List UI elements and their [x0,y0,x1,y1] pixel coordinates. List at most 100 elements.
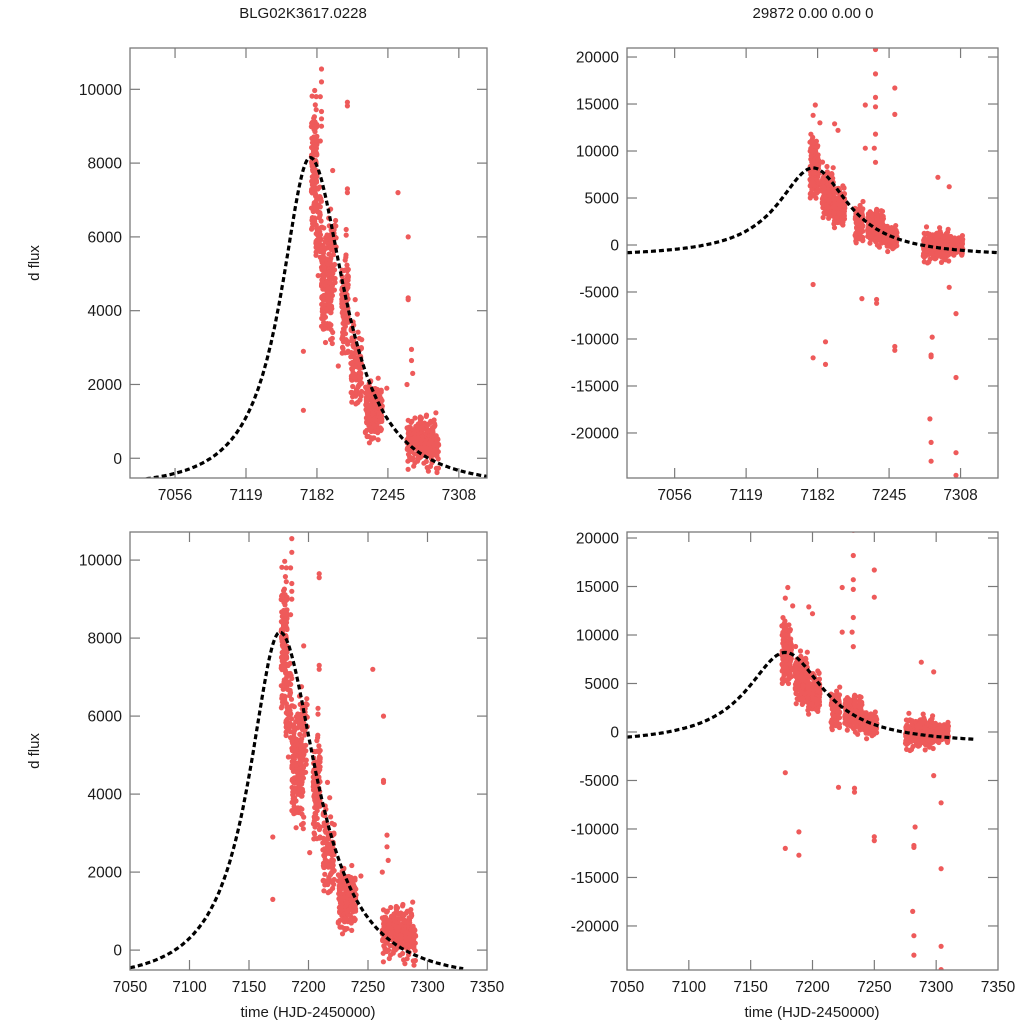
data-point [434,469,440,476]
data-point [412,948,418,954]
data-point [424,465,430,471]
data-point [350,899,356,905]
data-point [809,611,816,617]
data-point [838,220,845,226]
data-point [329,340,335,347]
data-point [873,207,880,214]
data-point [336,891,342,897]
data-point [324,306,330,312]
data-point [921,230,927,236]
data-point [311,836,317,842]
data-point [798,665,804,672]
data-point [394,905,401,911]
data-point [325,844,331,851]
data-point [283,701,289,707]
data-point [380,959,386,965]
data-point [860,198,866,205]
data-point [793,664,799,671]
data-point [928,439,934,445]
data-point [379,398,385,404]
data-point [385,857,391,864]
data-point [343,226,349,233]
data-point [340,333,346,339]
data-point [869,715,875,721]
data-point [863,710,869,716]
data-point [288,565,294,571]
data-point [410,931,416,938]
x-tick-label: 7056 [657,487,691,504]
data-point [309,93,315,99]
data-point [353,886,359,892]
data-point [408,436,414,442]
data-point [316,835,323,841]
data-point [408,346,415,352]
data-point [284,649,290,655]
data-point [409,418,415,424]
data-point [959,250,965,256]
data-point [856,698,862,704]
data-point [333,217,339,224]
data-point [872,94,879,100]
data-point [836,201,842,207]
data-point [300,820,306,827]
data-point [806,689,812,695]
data-point [835,196,841,202]
data-point [871,567,877,573]
y-tick-label: 2000 [88,377,123,394]
data-point [409,938,415,945]
data-point [386,921,392,928]
data-point [289,580,295,587]
y-tick-label: -15000 [571,870,620,887]
data-point [953,311,959,317]
data-point [831,225,838,231]
data-point [317,764,323,770]
panel-bottom-right: 7050 7100 7150 7200 7250 7300 7350-20000-15000… [571,531,1016,996]
data-point [289,596,295,602]
y-tick-label: -10000 [571,331,620,348]
data-point [282,599,288,605]
data-point [290,796,296,802]
data-point [292,810,298,816]
data-point [379,869,385,875]
data-point [405,234,411,240]
data-point [873,239,879,245]
data-point [805,682,811,688]
data-point [318,218,324,224]
data-point [321,275,327,281]
data-point [810,140,817,146]
data-point [401,912,407,918]
data-point [809,682,816,688]
data-point [295,781,301,787]
data-point [796,829,802,835]
data-point [404,425,410,431]
data-point [844,695,851,701]
data-point [918,659,924,665]
data-point [910,908,916,915]
data-point [874,300,880,306]
plot-frame [129,47,488,479]
ylabel-top-left: d flux [26,245,43,281]
data-point [345,349,351,355]
data-point [835,784,842,790]
data-point [270,896,276,903]
data-point [358,873,364,879]
y-tick-label: -5000 [579,284,619,301]
xlabel-bottom-right: time (HJD-2450000) [744,1004,879,1021]
data-point [289,675,295,682]
data-point [843,717,849,723]
data-point [830,165,836,171]
data-point [841,185,847,191]
data-point [836,724,843,730]
data-point [834,688,840,694]
data-point [320,253,326,259]
data-point [337,924,343,930]
data-point [320,835,327,842]
observations [779,532,952,970]
data-point [328,322,334,328]
data-point [934,237,940,243]
data-point [867,209,873,215]
data-point [357,365,363,372]
data-point [940,234,946,240]
title-right: 29872 0.00 0.00 0 [753,5,874,22]
